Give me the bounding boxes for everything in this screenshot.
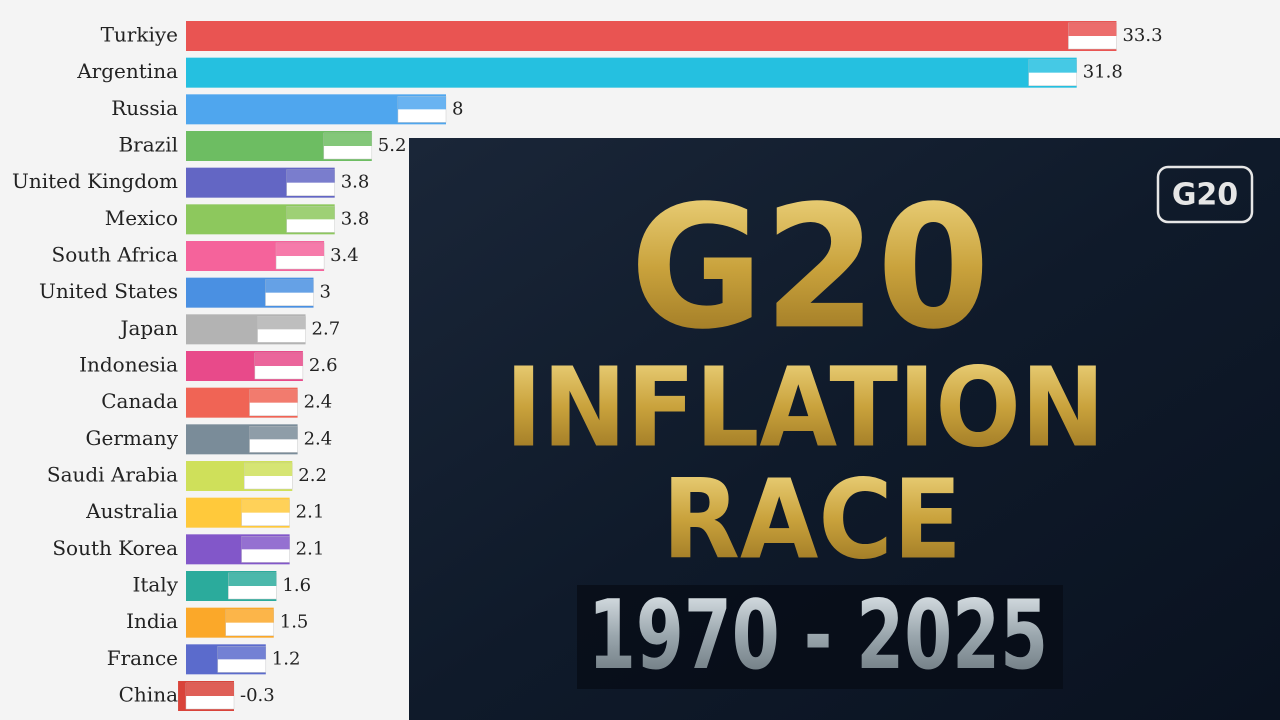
value-label: 2.1 [296,502,325,523]
flag-band [1068,23,1117,36]
value-label: 33.3 [1122,25,1162,46]
flag-band [286,169,335,183]
category-label: Brazil [118,133,178,157]
category-label: Turkiye [101,23,178,47]
flag-band [254,353,303,366]
value-label: 3.4 [330,245,359,266]
flag-band [186,683,234,696]
title-line: G20 [630,169,990,367]
flag-band [249,426,298,440]
category-label: Mexico [105,206,178,230]
category-label: Germany [86,426,179,450]
value-label: -0.3 [240,685,275,706]
value-label: 2.7 [312,318,341,339]
bar-group: Turkiye 33.3 Argentina 31.8 Russia 8 Brazil 5.2… [12,21,1163,711]
flag-band [241,499,290,513]
category-label: Indonesia [79,353,178,377]
flag-band [228,573,277,586]
category-label: China [119,683,178,707]
category-label: Japan [118,316,178,340]
category-label: United Kingdom [12,169,178,193]
category-label: Saudi Arabia [47,463,178,487]
value-label: 1.5 [280,612,309,633]
value-label: 31.8 [1083,62,1123,83]
value-label: 1.2 [272,648,301,669]
badge-frame [1156,165,1254,224]
flag-band [241,536,290,550]
value-label: 2.1 [296,538,325,559]
flag-band [244,463,293,476]
flag-band [265,279,314,293]
bar [186,57,1077,88]
value-label: 2.4 [304,392,333,413]
category-label: Argentina [76,59,178,83]
flag-band [323,133,372,146]
value-label: 5.2 [378,135,407,156]
category-label: South Korea [52,536,178,560]
value-label: 8 [452,98,463,119]
badge: G20 [1172,178,1238,213]
value-label: 1.6 [282,575,311,596]
value-label: 2.2 [298,465,327,486]
years: 1970 - 2025 [588,581,1048,691]
category-label: India [126,609,178,633]
flag-band [286,206,335,220]
value-label: 3.8 [341,172,370,193]
flag-band [225,609,274,623]
value-label: 2.6 [309,355,338,376]
flag-band [276,243,325,256]
flag-band [249,389,298,403]
category-label: South Africa [52,243,179,267]
category-label: Russia [111,96,178,120]
flag-band [217,646,266,660]
value-label: 3 [320,282,331,303]
flag-band [398,96,446,110]
category-label: Italy [132,573,178,597]
category-label: United States [39,279,178,303]
title-line: INFLATION [505,343,1105,471]
value-label: 3.8 [341,208,370,229]
value-label: 2.4 [304,428,333,449]
flag-band [257,316,306,330]
title-line: RACE [662,455,962,583]
category-label: Australia [85,499,178,523]
bar [186,21,1117,51]
years-box [577,585,1063,689]
flag-band [1028,59,1077,73]
category-label: Canada [101,389,178,413]
category-label: France [107,646,178,670]
